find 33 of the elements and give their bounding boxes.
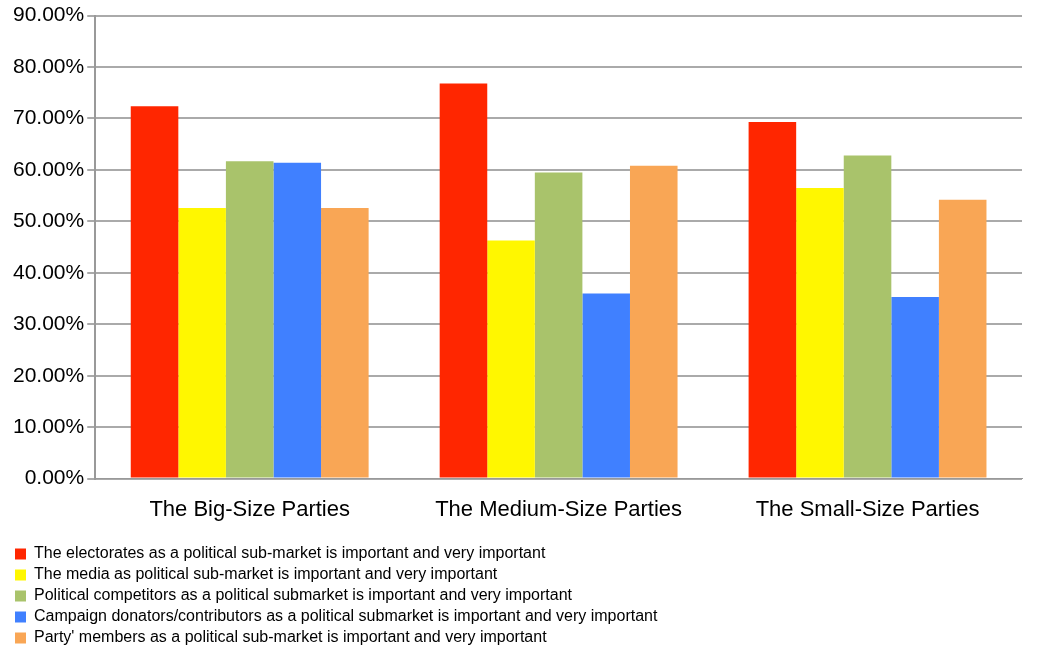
bar [629, 165, 678, 478]
bar [178, 208, 226, 478]
x-tick-label: The Medium-Size Parties [435, 495, 683, 521]
bar [534, 172, 583, 478]
y-tick-label: 90.00% [12, 2, 85, 26]
bar [439, 83, 488, 478]
y-tick-label: 10.00% [12, 413, 85, 437]
bar [748, 122, 797, 478]
bar [796, 187, 844, 478]
legend-label: The media as political sub-market is important and very important [34, 565, 498, 583]
x-tick-label: The Small-Size Parties [755, 495, 980, 521]
bar [130, 106, 179, 478]
legend-label: The electorates as a political sub-market is important and very important [34, 544, 546, 562]
bar [487, 240, 535, 478]
bar [321, 208, 369, 478]
legend-label: Campaign donators/contributors as a political submarket is important and very important [34, 607, 658, 625]
bar [273, 162, 322, 478]
bar [582, 293, 630, 478]
y-tick-label: 0.00% [24, 465, 85, 489]
y-tick-label: 20.00% [12, 362, 85, 386]
legend-label: Political competitors as a political submarket is important and very important [34, 586, 573, 604]
y-tick-label: 40.00% [12, 259, 85, 283]
y-tick-label: 80.00% [12, 53, 85, 77]
legend-label: Party' members as a political sub-market is important and very important [34, 628, 548, 646]
bar [891, 297, 939, 478]
y-tick-label: 70.00% [12, 105, 85, 129]
x-tick-label: The Big-Size Parties [149, 495, 350, 521]
y-tick-label: 30.00% [12, 311, 85, 335]
bar [225, 161, 274, 478]
bar [938, 199, 987, 478]
y-tick-label: 50.00% [12, 208, 85, 232]
y-tick-label: 60.00% [12, 156, 85, 180]
bar [843, 155, 892, 478]
